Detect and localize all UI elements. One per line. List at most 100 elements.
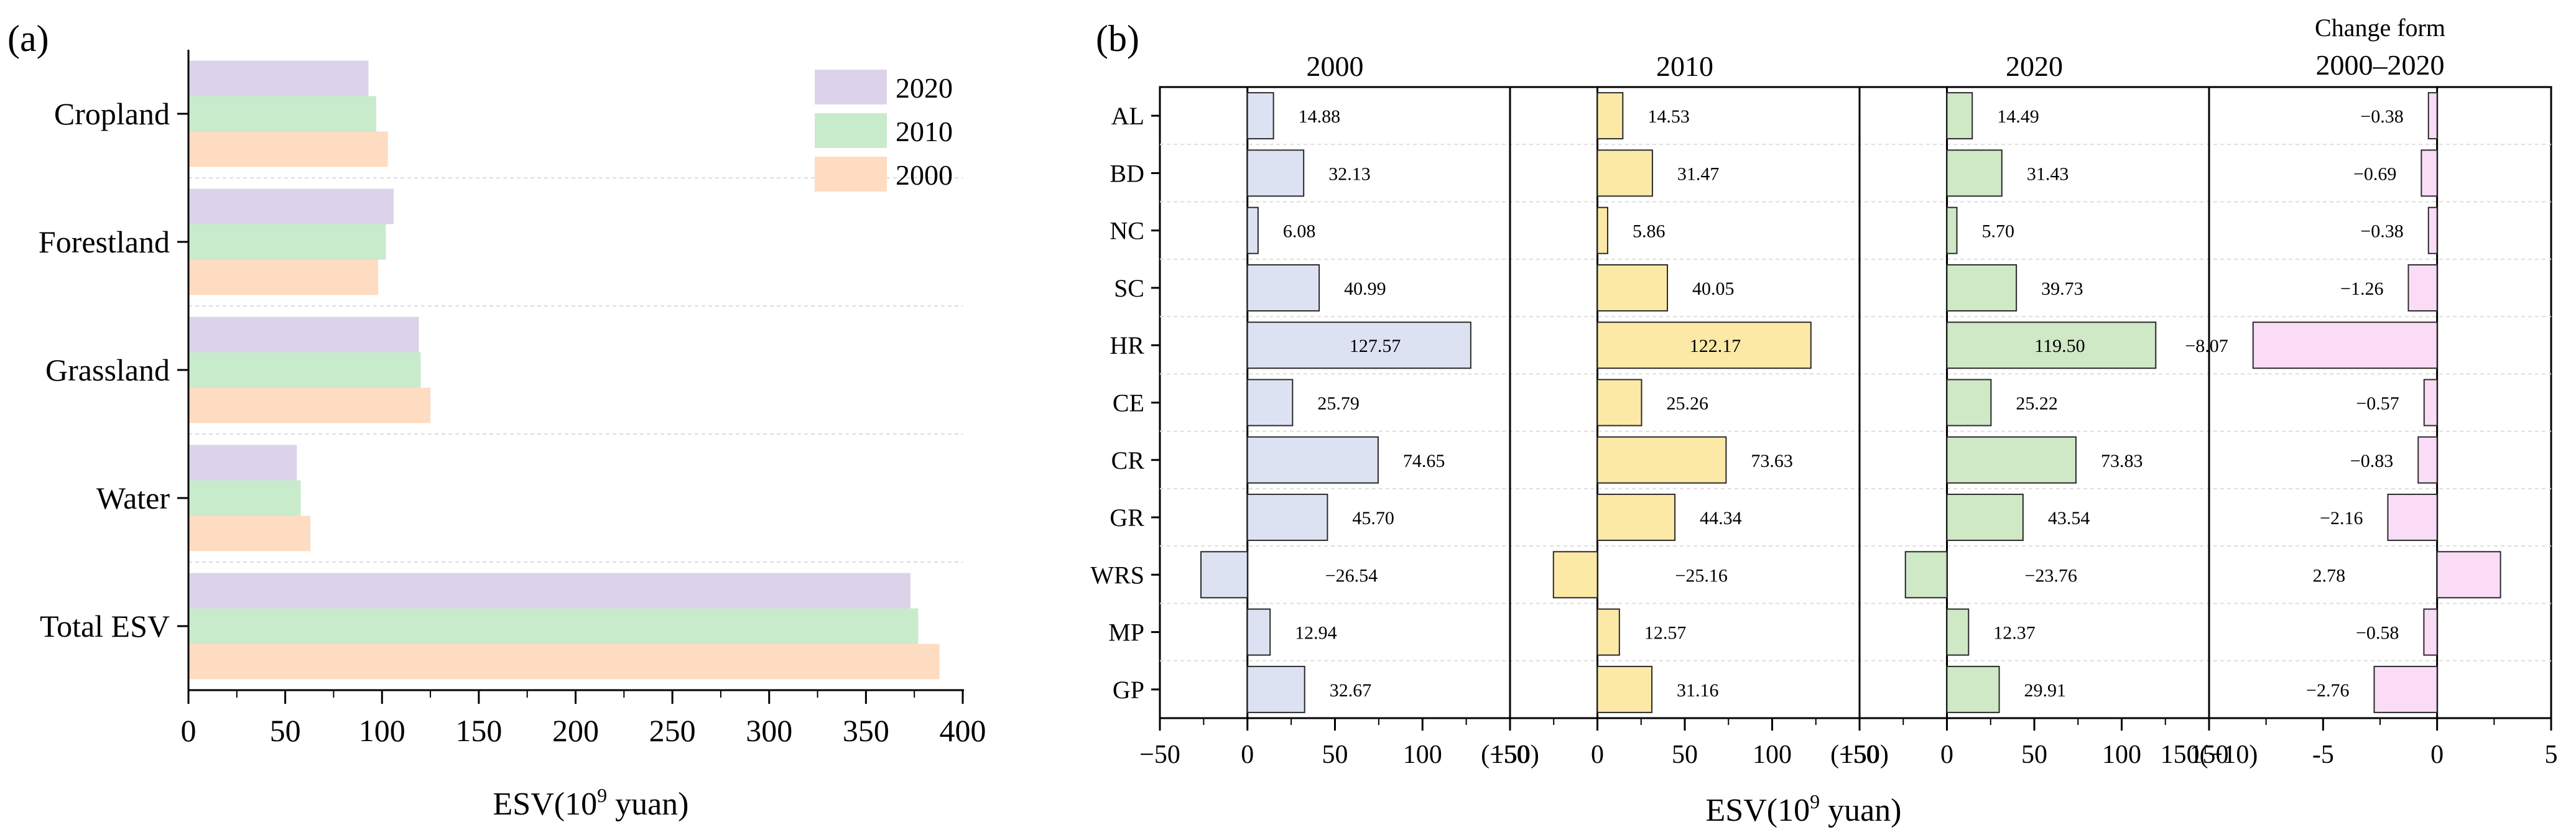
panel-b-label: (b) bbox=[1096, 18, 1139, 59]
bar bbox=[1946, 379, 1992, 427]
bar-2020 bbox=[188, 188, 394, 224]
value-label: 32.13 bbox=[1328, 164, 1371, 184]
value-label: 31.47 bbox=[1677, 164, 1720, 184]
x-tick-label: 0 bbox=[1940, 741, 1953, 769]
bar-2020 bbox=[188, 316, 419, 353]
bar bbox=[1596, 665, 1653, 713]
x-tick-label: 150(−10) bbox=[2161, 741, 2258, 769]
bar bbox=[1946, 436, 2077, 484]
bar bbox=[1596, 608, 1620, 656]
value-label: −0.83 bbox=[2350, 451, 2393, 471]
column-title-line2: 2000–2020 bbox=[2316, 49, 2445, 81]
x-tick-label: 0 bbox=[2430, 741, 2444, 769]
value-label: −25.16 bbox=[1675, 565, 1728, 586]
value-label: 14.53 bbox=[1647, 106, 1690, 127]
value-label: 14.88 bbox=[1299, 106, 1341, 127]
panel-b: (b) AL BD NC SC HR CE CR GR WRS MP GP 2000 14.88 32.1… bbox=[1090, 14, 2557, 828]
bar bbox=[1596, 436, 1727, 484]
bar bbox=[2423, 379, 2438, 427]
bar bbox=[1552, 551, 1598, 599]
bar bbox=[1246, 321, 1471, 369]
value-label: 31.43 bbox=[2027, 164, 2069, 184]
value-label: 73.63 bbox=[1751, 451, 1793, 471]
legend-swatch-2000 bbox=[815, 157, 887, 192]
bar bbox=[2417, 436, 2438, 484]
x-tick-label: 250 bbox=[649, 713, 696, 748]
bar bbox=[1246, 436, 1379, 484]
bar bbox=[2436, 551, 2501, 599]
bar-2000 bbox=[188, 131, 388, 167]
bar bbox=[1246, 149, 1305, 197]
x-tick-label: 50 bbox=[2021, 741, 2047, 769]
bar bbox=[1596, 264, 1669, 312]
x-tick-label: 150 bbox=[455, 713, 502, 748]
value-label: 44.34 bbox=[1700, 508, 1742, 528]
bar bbox=[1596, 494, 1676, 542]
value-label: −26.54 bbox=[1325, 565, 1378, 586]
bar-2020 bbox=[188, 445, 297, 481]
bar bbox=[1596, 92, 1624, 140]
legend-label-2020: 2020 bbox=[896, 72, 953, 104]
bar bbox=[1596, 379, 1642, 427]
bar bbox=[1596, 149, 1653, 197]
row-label: SC bbox=[1114, 274, 1144, 302]
bar bbox=[1596, 321, 1812, 369]
bar bbox=[1946, 665, 2000, 713]
value-label: 25.22 bbox=[2016, 394, 2058, 414]
bar bbox=[1246, 608, 1271, 656]
value-label: −0.58 bbox=[2356, 623, 2399, 644]
bar bbox=[2252, 321, 2438, 369]
value-label: 6.08 bbox=[1283, 221, 1316, 242]
bar bbox=[1946, 206, 1958, 254]
bar bbox=[1246, 264, 1320, 312]
panel-a-label: (a) bbox=[7, 18, 49, 59]
bar-2010 bbox=[188, 480, 301, 516]
value-label: 12.94 bbox=[1295, 623, 1337, 644]
category-label: Grassland bbox=[45, 353, 170, 387]
value-label: 25.26 bbox=[1666, 394, 1708, 414]
value-label: 5.70 bbox=[1982, 221, 2015, 242]
panel-b-content: AL BD NC SC HR CE CR GR WRS MP GP 2000 14.88 32.13 6.0… bbox=[1090, 14, 2557, 769]
x-tick-label: 0 bbox=[181, 713, 197, 748]
bar bbox=[2427, 206, 2438, 254]
value-label: 29.91 bbox=[2024, 680, 2067, 701]
category-label: Total ESV bbox=[40, 609, 170, 644]
x-tick-label: 100 bbox=[1403, 741, 1442, 769]
x-tick-label: 350 bbox=[843, 713, 889, 748]
bar bbox=[1246, 494, 1328, 542]
value-label: 32.67 bbox=[1330, 680, 1372, 701]
legend-label-2000: 2000 bbox=[896, 159, 953, 191]
x-tick-label: −50 bbox=[1139, 741, 1180, 769]
column-title: 2020 bbox=[2006, 50, 2063, 82]
bar-2010 bbox=[188, 352, 421, 388]
x-tick-label: 50 bbox=[1672, 741, 1698, 769]
row-label: GP bbox=[1113, 676, 1144, 704]
value-label: 25.79 bbox=[1317, 394, 1360, 414]
value-label: −0.57 bbox=[2356, 394, 2399, 414]
x-tick-label: 5 bbox=[2545, 741, 2558, 769]
x-tick-label: 100 bbox=[1753, 741, 1792, 769]
value-label: 40.05 bbox=[1692, 279, 1735, 299]
bar bbox=[1946, 321, 2157, 369]
x-tick-label: 300 bbox=[746, 713, 792, 748]
value-label: 31.16 bbox=[1677, 680, 1719, 701]
bar bbox=[1596, 206, 1608, 254]
value-label: −2.76 bbox=[2306, 680, 2349, 701]
bar bbox=[1246, 379, 1294, 427]
row-label: GR bbox=[1110, 504, 1144, 532]
value-label: 43.54 bbox=[2048, 508, 2090, 528]
x-tick-label: 0 bbox=[1241, 741, 1254, 769]
bar bbox=[2387, 494, 2438, 542]
x-tick-label: 400 bbox=[940, 713, 986, 748]
row-label: BD bbox=[1110, 159, 1144, 187]
x-tick-label: 100 bbox=[2102, 741, 2141, 769]
value-label: 12.37 bbox=[1993, 623, 2036, 644]
x-tick-label: (−50) bbox=[1481, 741, 1539, 769]
panel-a: (a) Cropland Forestland Grassland Water Tota… bbox=[7, 18, 986, 822]
x-tick-label: 150 bbox=[1840, 741, 1879, 769]
bar bbox=[1946, 608, 1970, 656]
x-tick-label: 200 bbox=[552, 713, 599, 748]
value-label: 5.86 bbox=[1633, 221, 1666, 242]
legend-label-2010: 2010 bbox=[896, 116, 953, 147]
bar-2000 bbox=[188, 515, 311, 552]
